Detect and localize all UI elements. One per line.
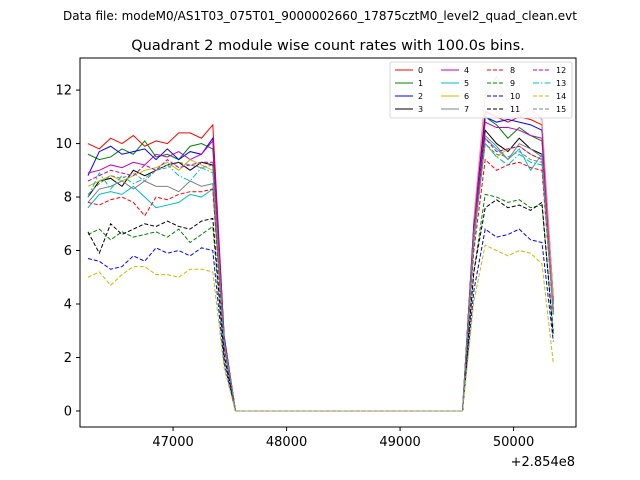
x-tick-label: 50000 (493, 435, 534, 450)
x-offset-label: +2.854e8 (511, 455, 575, 470)
y-tick-label: 12 (55, 84, 72, 99)
y-tick-label: 8 (64, 191, 72, 206)
y-tick-label: 4 (64, 298, 72, 313)
legend-label-14: 14 (556, 92, 566, 101)
legend-label-10: 10 (510, 92, 520, 101)
y-axis: 0 2 4 6 8 10 12 (55, 84, 80, 419)
legend-label-5: 5 (464, 79, 469, 88)
y-tick-label: 0 (64, 404, 72, 419)
y-tick-label: 10 (55, 137, 72, 152)
suptitle: Data file: modeM0/AS1T03_075T01_90000026… (63, 9, 577, 23)
series-line-15 (87, 142, 554, 412)
legend-label-15: 15 (556, 105, 566, 114)
legend-label-7: 7 (464, 105, 469, 114)
legend-label-4: 4 (464, 66, 469, 75)
legend-label-8: 8 (510, 66, 515, 75)
legend-label-12: 12 (556, 66, 566, 75)
legend-label-13: 13 (556, 79, 566, 88)
y-tick-label: 2 (64, 351, 72, 366)
x-tick-label: 49000 (379, 435, 420, 450)
legend-box (389, 61, 573, 119)
x-tick-label: 48000 (266, 435, 307, 450)
chart-title: Quadrant 2 module wise count rates with … (131, 38, 525, 54)
legend-label-3: 3 (418, 105, 423, 114)
x-axis: 47000 48000 49000 50000 (152, 427, 534, 450)
legend-label-1: 1 (418, 79, 423, 88)
legend-label-9: 9 (510, 79, 515, 88)
x-tick-label: 47000 (152, 435, 193, 450)
plot-area (80, 58, 576, 427)
legend-label-0: 0 (418, 66, 423, 75)
legend-label-2: 2 (418, 92, 423, 101)
series-line-8 (87, 158, 554, 412)
legend-label-6: 6 (464, 92, 469, 101)
series-line-14 (87, 244, 554, 412)
series-line-11 (87, 199, 554, 412)
axes-frame (79, 57, 577, 428)
series-layer (87, 75, 554, 412)
legend-label-11: 11 (510, 105, 520, 114)
y-tick-label: 6 (64, 244, 72, 259)
